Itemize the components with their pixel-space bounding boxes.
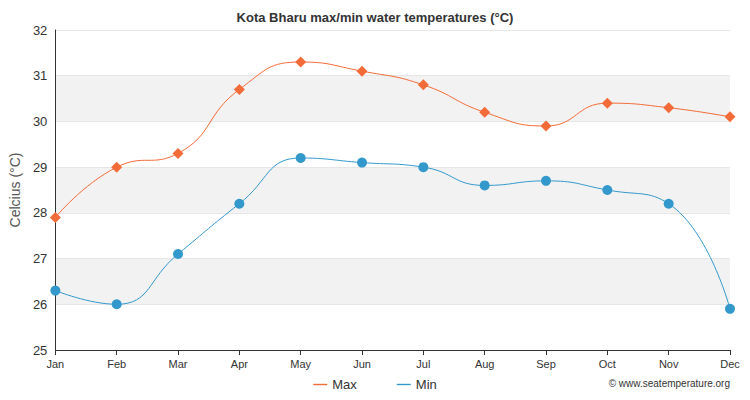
svg-text:Aug: Aug (475, 358, 495, 370)
svg-text:31: 31 (33, 68, 47, 83)
svg-text:Dec: Dec (720, 358, 740, 370)
svg-text:May: May (290, 358, 311, 370)
svg-text:Jun: Jun (353, 358, 371, 370)
svg-text:Kota Bharu max/min water tempe: Kota Bharu max/min water temperatures (°… (237, 10, 514, 25)
svg-text:Feb: Feb (107, 358, 126, 370)
svg-text:28: 28 (33, 205, 47, 220)
svg-text:Apr: Apr (231, 358, 248, 370)
svg-text:Mar: Mar (169, 358, 188, 370)
svg-text:32: 32 (33, 23, 47, 38)
svg-text:Min: Min (416, 377, 437, 392)
svg-text:Max: Max (332, 377, 357, 392)
svg-text:26: 26 (33, 297, 47, 312)
svg-text:25: 25 (33, 343, 47, 358)
svg-text:Jul: Jul (416, 358, 430, 370)
svg-text:© www.seatemperature.org: © www.seatemperature.org (609, 378, 730, 389)
svg-text:Jan: Jan (46, 358, 64, 370)
svg-text:Sep: Sep (536, 358, 556, 370)
svg-text:Oct: Oct (599, 358, 616, 370)
svg-text:27: 27 (33, 251, 47, 266)
svg-text:Nov: Nov (659, 358, 679, 370)
svg-text:Celcius (°C): Celcius (°C) (7, 153, 23, 228)
svg-text:29: 29 (33, 160, 47, 175)
svg-text:30: 30 (33, 114, 47, 129)
